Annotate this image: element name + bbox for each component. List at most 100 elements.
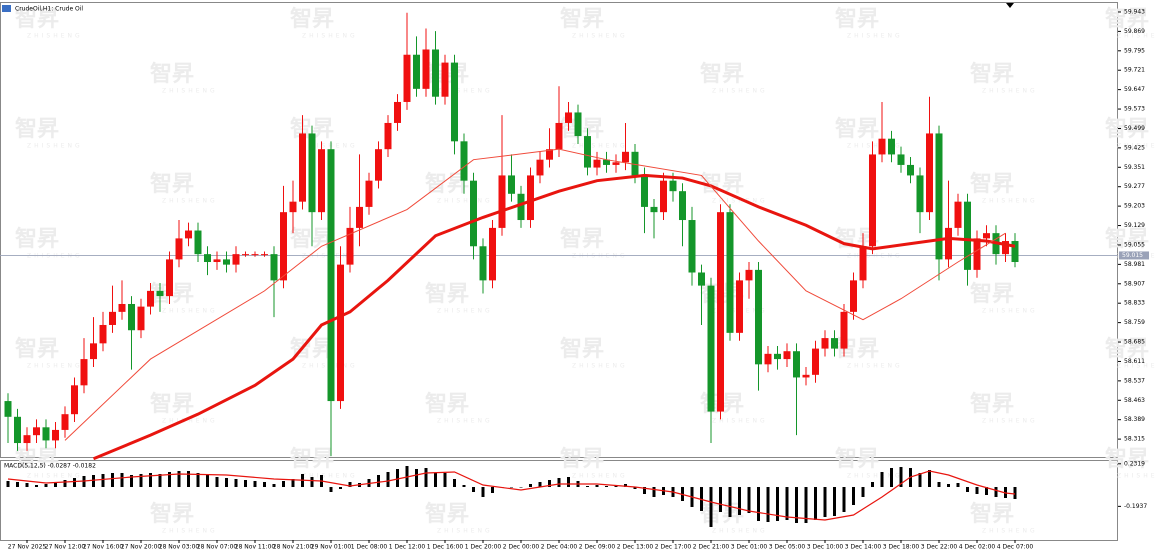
candle-body xyxy=(593,159,601,168)
macd-bar xyxy=(158,474,162,487)
candle-body xyxy=(983,233,990,239)
y-tick-label: 59.055 xyxy=(1124,241,1145,248)
x-tick-label: 27 Nov 20:00 xyxy=(121,544,162,551)
y-tick-label: 58.685 xyxy=(1124,339,1145,346)
macd-bar xyxy=(852,487,855,505)
candle-body xyxy=(736,280,743,333)
watermark-sub: ZHISHENG xyxy=(1117,33,1156,40)
macd-bar xyxy=(234,479,238,487)
watermark-logo: 智昇 xyxy=(835,116,879,142)
candle-body xyxy=(935,133,943,260)
watermark-sub: ZHISHENG xyxy=(27,253,83,260)
macd-bar xyxy=(424,468,428,487)
x-tick-label: 4 Dec 02:00 xyxy=(959,544,996,551)
watermark-logo: 智昇 xyxy=(1105,336,1149,362)
candle-body xyxy=(888,138,895,155)
watermark-sub: ZHISHENG xyxy=(437,198,493,205)
watermark-sub: ZHISHENG xyxy=(437,418,493,425)
watermark-sub: ZHISHENG xyxy=(712,88,768,95)
macd-bar xyxy=(415,469,418,487)
macd-bar xyxy=(861,487,865,497)
macd-bar xyxy=(453,479,456,487)
y-tick-label: 59.203 xyxy=(1124,203,1145,210)
macd-bar xyxy=(187,471,190,487)
candle-body xyxy=(156,290,164,297)
candle-body xyxy=(166,259,173,297)
candle-body xyxy=(147,290,154,307)
candle-body xyxy=(384,122,392,150)
macd-bar xyxy=(225,478,228,487)
watermark-sub: ZHISHENG xyxy=(712,528,768,535)
watermark-logo: 智昇 xyxy=(1105,116,1149,142)
candle-body xyxy=(973,238,981,270)
macd-bar xyxy=(377,475,380,487)
candle-body xyxy=(679,191,686,221)
candle-body xyxy=(859,246,867,281)
macd-bar xyxy=(253,481,257,487)
candle-body xyxy=(460,141,468,181)
macd-bar xyxy=(215,477,219,487)
macd-bar xyxy=(757,487,760,521)
candle-body xyxy=(717,212,724,412)
watermark-logo: 智昇 xyxy=(560,336,604,362)
x-tick-label: 2 Dec 13:00 xyxy=(617,544,654,551)
candle-body xyxy=(232,254,240,265)
watermark-logo: 智昇 xyxy=(290,6,334,32)
macd-bar xyxy=(538,482,542,487)
candle-body xyxy=(394,101,401,123)
watermark-logo: 智昇 xyxy=(290,446,334,472)
candle-body xyxy=(802,374,810,378)
x-tick-label: 1 Dec 08:00 xyxy=(351,544,388,551)
macd-bar xyxy=(329,487,333,492)
candle-body xyxy=(489,227,496,281)
main-frame xyxy=(0,2,1118,458)
macd-bar xyxy=(35,485,38,487)
x-tick-label: 3 Dec 22:00 xyxy=(921,544,958,551)
macd-bar xyxy=(481,487,485,497)
watermark-sub: ZHISHENG xyxy=(572,143,628,150)
watermark-sub: ZHISHENG xyxy=(27,33,83,40)
macd-bar xyxy=(177,471,181,487)
moving-average xyxy=(64,148,1006,441)
candle-body xyxy=(441,62,449,97)
candle-body xyxy=(61,414,69,430)
candle-body xyxy=(308,133,316,213)
watermark-logo: 智昇 xyxy=(835,6,879,32)
watermark-sub: ZHISHENG xyxy=(162,528,218,535)
candle-body xyxy=(432,49,439,97)
x-tick-label: 28 Nov 21:00 xyxy=(273,544,314,551)
x-tick-label: 27 Nov 2025 xyxy=(8,544,47,551)
macd-bar xyxy=(814,487,817,520)
y-tick-label: 58.907 xyxy=(1124,280,1145,287)
candle-body xyxy=(289,201,297,213)
macd-bar xyxy=(833,487,836,516)
watermark-logo: 智昇 xyxy=(560,6,604,32)
macd-bar xyxy=(738,487,741,515)
y-tick-label: 58.981 xyxy=(1124,261,1145,268)
candle-body xyxy=(213,259,221,263)
x-tick-label: 3 Dec 18:00 xyxy=(883,544,920,551)
candle-body xyxy=(698,272,705,286)
watermark-logo: 智昇 xyxy=(290,336,334,362)
watermark-logo: 智昇 xyxy=(700,501,744,527)
y-tick-label: 58.611 xyxy=(1124,358,1145,365)
macd-bar xyxy=(130,475,133,487)
candle-body xyxy=(280,212,287,281)
watermark-sub: ZHISHENG xyxy=(847,363,903,370)
candle-body xyxy=(185,230,192,239)
macd-bar xyxy=(1013,487,1017,499)
candle-body xyxy=(612,162,620,165)
watermark-logo: 智昇 xyxy=(425,501,469,527)
candle-body xyxy=(80,359,88,386)
candle-body xyxy=(137,306,145,331)
macd-bar xyxy=(54,482,57,487)
candle-body xyxy=(118,303,126,312)
macd-bar xyxy=(652,487,656,497)
macd-bar xyxy=(291,479,295,487)
macd-bar xyxy=(880,472,884,487)
x-tick-label: 3 Dec 14:00 xyxy=(845,544,882,551)
macd-bar xyxy=(149,473,152,487)
watermark-logo: 智昇 xyxy=(425,391,469,417)
y-tick-label: 59.351 xyxy=(1124,164,1145,171)
watermark-sub: ZHISHENG xyxy=(302,473,358,480)
